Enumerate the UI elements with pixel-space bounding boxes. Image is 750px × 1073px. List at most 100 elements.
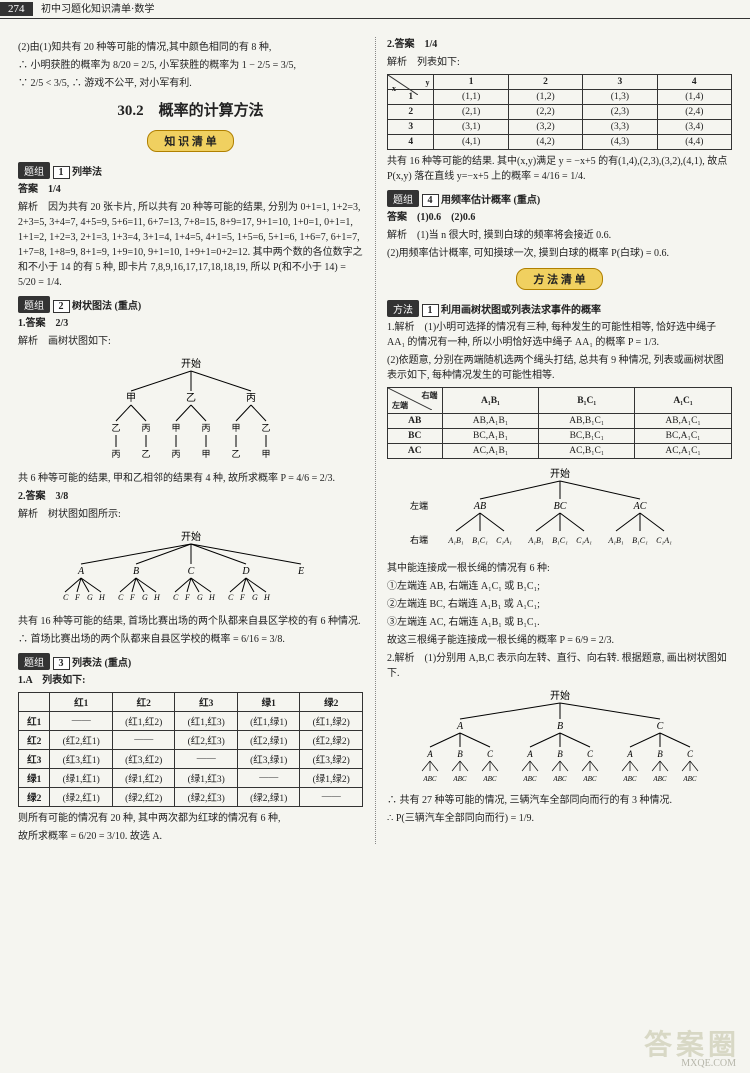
- svg-text:B₁C₁: B₁C₁: [472, 536, 488, 545]
- m1-li3: ③左端连 AC, 右端连 A₁B₁ 或 B₁C₁.: [387, 615, 732, 630]
- svg-text:C: C: [586, 749, 593, 759]
- table-rope: 右端左端 A₁B₁B₁C₁A₁C₁ ABAB,A₁B₁AB,B₁C₁AB,A₁C…: [387, 387, 732, 459]
- svg-text:F: F: [184, 593, 190, 602]
- svg-text:C: C: [63, 593, 69, 602]
- tree-diagram-1: 开始 甲 乙 丙 乙丙 甲丙 甲乙 丙乙 丙甲 乙甲: [18, 355, 363, 465]
- svg-text:H: H: [98, 593, 106, 602]
- svg-text:C: C: [187, 566, 194, 577]
- q3-answer: 1.A 列表如下:: [18, 675, 86, 686]
- svg-text:A: A: [626, 749, 633, 759]
- svg-text:开始: 开始: [550, 467, 570, 480]
- svg-text:甲: 甲: [201, 449, 210, 459]
- q1-answer: 答案 1/4: [18, 184, 61, 195]
- svg-text:H: H: [263, 593, 271, 602]
- svg-text:ABC: ABC: [682, 775, 697, 783]
- svg-text:乙: 乙: [111, 423, 120, 433]
- svg-text:开始: 开始: [550, 689, 570, 702]
- svg-text:G: G: [252, 593, 258, 602]
- svg-text:E: E: [296, 566, 303, 577]
- para-2-prob: ∴ 小明获胜的概率为 8/20 = 2/5, 小军获胜的概率为 1 − 2/5 …: [18, 58, 363, 73]
- svg-text:ABC: ABC: [622, 775, 637, 783]
- watermark-url: MXQE.COM: [681, 1058, 736, 1069]
- m1-label: 方法: [387, 300, 419, 317]
- svg-text:ABC: ABC: [652, 775, 667, 783]
- tag-zhishi-qingdan: 知 识 清 单: [147, 130, 233, 152]
- r-p0: 故所求概率 = 6/20 = 3/10. 故选 A.: [18, 829, 363, 844]
- svg-text:右端: 右端: [410, 534, 428, 545]
- q2-2-res2: ∴ 首场比赛出场的两个队都来自县区学校的概率 = 6/16 = 3/8.: [18, 632, 363, 647]
- m1-li1: ①左端连 AB, 右端连 A₁C₁ 或 B₁C₁;: [387, 579, 732, 594]
- m2-res2: ∴ P(三辆汽车全部同向而行) = 1/9.: [387, 811, 732, 826]
- svg-text:AC: AC: [632, 501, 646, 512]
- page-number: 274: [0, 2, 33, 16]
- svg-text:F: F: [239, 593, 245, 602]
- svg-text:ABC: ABC: [552, 775, 567, 783]
- svg-text:甲: 甲: [171, 423, 180, 433]
- svg-text:乙: 乙: [186, 392, 196, 404]
- svg-text:C: C: [228, 593, 234, 602]
- svg-text:丙: 丙: [201, 423, 210, 433]
- svg-text:A: A: [455, 721, 463, 732]
- q2-1-result: 共 6 种等可能的结果, 甲和乙相邻的结果有 4 种, 故所求概率 P = 4/…: [18, 471, 363, 486]
- q3-num: 3: [53, 657, 70, 670]
- q1-num: 1: [53, 166, 70, 179]
- q2-1-answer: 1.答案 2/3: [18, 318, 68, 329]
- svg-text:C₁A₁: C₁A₁: [656, 536, 672, 545]
- q4-title: 用频率估计概率 (重点): [441, 195, 540, 206]
- svg-text:丙: 丙: [171, 449, 180, 459]
- svg-text:C₁A₁: C₁A₁: [496, 536, 512, 545]
- svg-text:开始: 开始: [181, 357, 201, 370]
- svg-text:C: C: [656, 721, 663, 732]
- svg-text:A: A: [76, 566, 84, 577]
- svg-text:甲: 甲: [126, 393, 136, 404]
- m1-p1: 1.解析 (1)小明可选择的情况有三种, 每种发生的可能性相等, 恰好选中绳子 …: [387, 320, 732, 350]
- svg-text:B: B: [132, 566, 138, 577]
- q4-num: 4: [422, 194, 439, 207]
- svg-text:A₁B₁: A₁B₁: [527, 536, 544, 545]
- svg-text:乙: 乙: [261, 423, 270, 433]
- watermark: 答案圈: [644, 1023, 740, 1063]
- tag-fangfa-qingdan: 方 法 清 单: [516, 268, 602, 290]
- svg-text:A₁B₁: A₁B₁: [447, 536, 464, 545]
- q1-explain: 解析 因为共有 20 张卡片, 所以共有 20 种等可能的结果, 分别为 0+1…: [18, 200, 363, 290]
- svg-text:G: G: [197, 593, 203, 602]
- svg-text:开始: 开始: [181, 530, 201, 543]
- q1-label: 题组: [18, 162, 50, 179]
- q2-title: 树状图法 (重点): [72, 301, 141, 312]
- m1-title: 利用画树状图或列表法求事件的概率: [441, 305, 601, 316]
- svg-text:AB: AB: [472, 501, 485, 512]
- para-2-intro: (2)由(1)知共有 20 种等可能的情况,其中颜色相同的有 8 种,: [18, 40, 363, 55]
- m1-res: 故这三根绳子能连接成一根长绳的概率 P = 6/9 = 2/3.: [387, 633, 732, 648]
- svg-text:H: H: [153, 593, 161, 602]
- q4-label: 题组: [387, 190, 419, 207]
- q2-num: 2: [53, 300, 70, 313]
- m1-p2: (2)依题意, 分别在两端随机选两个绳头打结, 总共有 9 种情况, 列表或画树…: [387, 353, 732, 383]
- svg-text:F: F: [129, 593, 135, 602]
- r-q2-res: 共有 16 种等可能的结果. 其中(x,y)满足 y = −x+5 的有(1,4…: [387, 154, 732, 184]
- svg-text:F: F: [74, 593, 80, 602]
- m2-res1: ∴ 共有 27 种等可能的情况, 三辆汽车全部同向而行的有 3 种情况.: [387, 793, 732, 808]
- r-q2-hint: 解析 列表如下:: [387, 55, 732, 70]
- table-xy: yx 1234 1(1,1)(1,2)(1,3)(1,4) 2(2,1)(2,2…: [387, 74, 732, 150]
- m2-p1: 2.解析 (1)分别用 A,B,C 表示向左转、直行、向右转. 根据题意, 画出…: [387, 651, 732, 681]
- svg-text:ABC: ABC: [452, 775, 467, 783]
- svg-text:B: B: [657, 749, 663, 759]
- svg-text:丙: 丙: [246, 393, 256, 404]
- svg-text:G: G: [142, 593, 148, 602]
- svg-text:B₁C₁: B₁C₁: [552, 536, 568, 545]
- section-30-2-title: 30.2 概率的计算方法: [18, 99, 363, 120]
- svg-text:A: A: [426, 749, 433, 759]
- svg-text:ABC: ABC: [482, 775, 497, 783]
- svg-text:左端: 左端: [410, 500, 428, 511]
- tree-diagram-2: 开始 A B C D E CFGH CFGH CFGH CFGH: [18, 528, 363, 608]
- svg-text:B: B: [457, 749, 463, 759]
- svg-text:A₁B₁: A₁B₁: [607, 536, 624, 545]
- svg-text:B: B: [556, 721, 562, 732]
- r-q2-ans: 2.答案 1/4: [387, 39, 437, 50]
- svg-text:A: A: [526, 749, 533, 759]
- svg-text:BC: BC: [553, 501, 566, 512]
- svg-text:B: B: [557, 749, 563, 759]
- q3-title: 列表法 (重点): [72, 658, 131, 669]
- tree-diagram-3: 开始 左端 右端 AB BC AC A₁B₁ B₁C₁ C₁A₁ A₁B₁ B₁C₁ C…: [387, 465, 732, 555]
- svg-text:乙: 乙: [141, 449, 150, 459]
